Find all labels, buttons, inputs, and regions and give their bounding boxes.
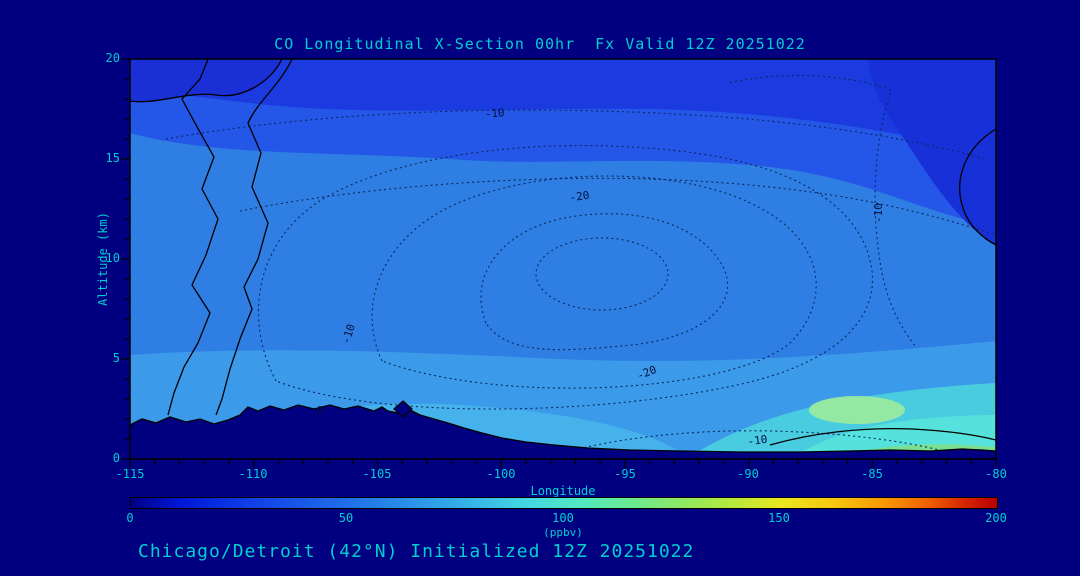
- x-tick-label: -90: [737, 467, 759, 481]
- axis-ticks: [121, 58, 997, 468]
- colorbar-tick-label: 100: [552, 511, 574, 525]
- colorbar-tick-label: 200: [985, 511, 1007, 525]
- x-tick-label: -85: [861, 467, 883, 481]
- x-tick-label: -95: [614, 467, 636, 481]
- dotted-contours: [165, 74, 996, 459]
- y-tick-label: 15: [105, 151, 120, 165]
- colorbar-tick-label: 50: [338, 511, 354, 525]
- contour-label: -10: [872, 203, 885, 223]
- contour-label: 0: [317, 404, 324, 417]
- fill-dark-right-corner: [868, 59, 996, 245]
- contour-label: -10: [339, 322, 358, 345]
- x-tick-label: -105: [362, 467, 392, 481]
- x-tick-label: -115: [115, 467, 145, 481]
- terrain-peak-diamond: [393, 400, 413, 418]
- contour-label: -20: [569, 189, 590, 205]
- y-tick-label: 0: [112, 451, 120, 465]
- chart-title: CO Longitudinal X-Section 00hr Fx Valid …: [274, 35, 806, 53]
- solid-contours: [130, 59, 996, 446]
- x-axis-title: Longitude: [530, 484, 596, 498]
- contour-label: -10: [484, 106, 505, 121]
- colorbar-tick-label: 0: [126, 511, 134, 525]
- colorbar-unit-label: (ppbv): [543, 526, 583, 539]
- plot-area: -10 -20 -10 -10 -20 0 -10: [121, 58, 997, 468]
- colorbar-tick-label: 150: [768, 511, 790, 525]
- fill-darkest-band: [130, 59, 996, 155]
- colorbar: [130, 497, 998, 509]
- x-tick-label: -110: [238, 467, 268, 481]
- x-tick-label: -80: [985, 467, 1007, 481]
- fill-dark-left-patch: [130, 59, 282, 102]
- y-tick-label: 10: [105, 251, 120, 265]
- contour-fill-field: [130, 59, 996, 459]
- x-tick-label: -100: [486, 467, 516, 481]
- fill-green-patch: [809, 396, 905, 424]
- y-tick-label: 20: [105, 51, 120, 65]
- y-tick-label: 5: [112, 351, 120, 365]
- init-caption: Chicago/Detroit (42°N) Initialized 12Z 2…: [138, 541, 695, 562]
- contour-label: -10: [747, 433, 768, 449]
